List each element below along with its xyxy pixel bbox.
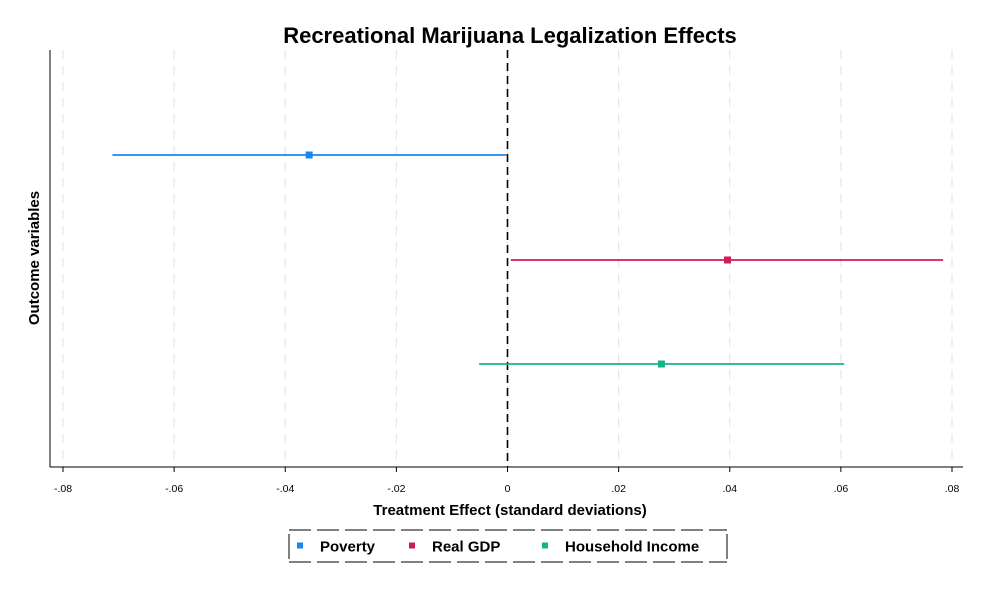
legend-label: Real GDP [432,539,500,556]
y-axis-label: Outcome variables [26,191,43,325]
series-group [112,151,944,368]
legend-marker [542,542,548,549]
legend-marker [297,542,303,549]
x-tick-label: -.08 [54,483,72,495]
legend: Poverty Real GDP Household Income [288,529,728,563]
point-estimate-real-gdp [724,256,732,264]
x-tick-label: .02 [611,483,626,495]
x-tick-label: .08 [945,483,960,495]
legend-label: Poverty [320,539,376,556]
x-tick-label: -.04 [276,483,294,495]
point-estimate-household-income [657,360,665,368]
x-tick-label: -.06 [165,483,183,495]
legend-label: Household Income [565,539,699,556]
x-tick-label: 0 [505,483,511,495]
chart-title: Recreational Marijuana Legalization Effe… [283,23,737,48]
point-estimate-poverty [305,151,313,159]
x-axis-label: Treatment Effect (standard deviations) [373,502,646,519]
x-tick-label: .04 [722,483,737,495]
legend-marker [409,542,415,549]
x-axis-ticks: -.08 -.06 -.04 -.02 0 .02 .04 .06 .08 [54,467,959,495]
x-tick-label: .06 [834,483,849,495]
x-tick-label: -.02 [387,483,405,495]
